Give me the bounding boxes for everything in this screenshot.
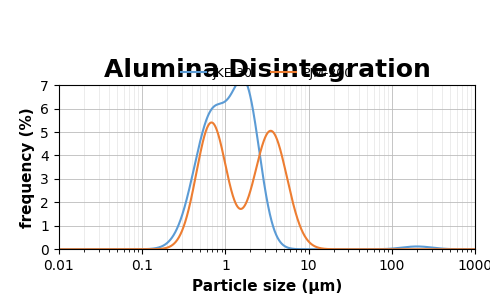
- PJM-200: [472, 247, 478, 251]
- PJM-200: [419, 247, 425, 251]
- JKE-30: [472, 247, 478, 251]
- X-axis label: Particle size (μm): Particle size (μm): [192, 278, 342, 294]
- Y-axis label: frequency (%): frequency (%): [20, 107, 35, 227]
- PJM-200: [209, 121, 215, 124]
- PJM-200: [103, 247, 109, 251]
- PJM-200: [128, 247, 134, 251]
- JKE-30: [419, 245, 425, 248]
- PJM-200: [56, 247, 62, 251]
- PJM-200: [216, 134, 221, 138]
- JKE-30: [56, 247, 62, 251]
- PJM-200: [234, 204, 240, 207]
- JKE-30: [465, 247, 470, 251]
- JKE-30: [239, 77, 245, 80]
- Title: Alumina Disintegration: Alumina Disintegration: [103, 58, 431, 82]
- JKE-30: [103, 247, 109, 251]
- JKE-30: [216, 102, 221, 106]
- Legend: JKE-30, PJM-200: JKE-30, PJM-200: [176, 62, 358, 85]
- PJM-200: [465, 247, 470, 251]
- JKE-30: [128, 247, 134, 251]
- JKE-30: [234, 82, 240, 86]
- Line: JKE-30: JKE-30: [59, 78, 475, 249]
- Line: PJM-200: PJM-200: [59, 123, 475, 249]
